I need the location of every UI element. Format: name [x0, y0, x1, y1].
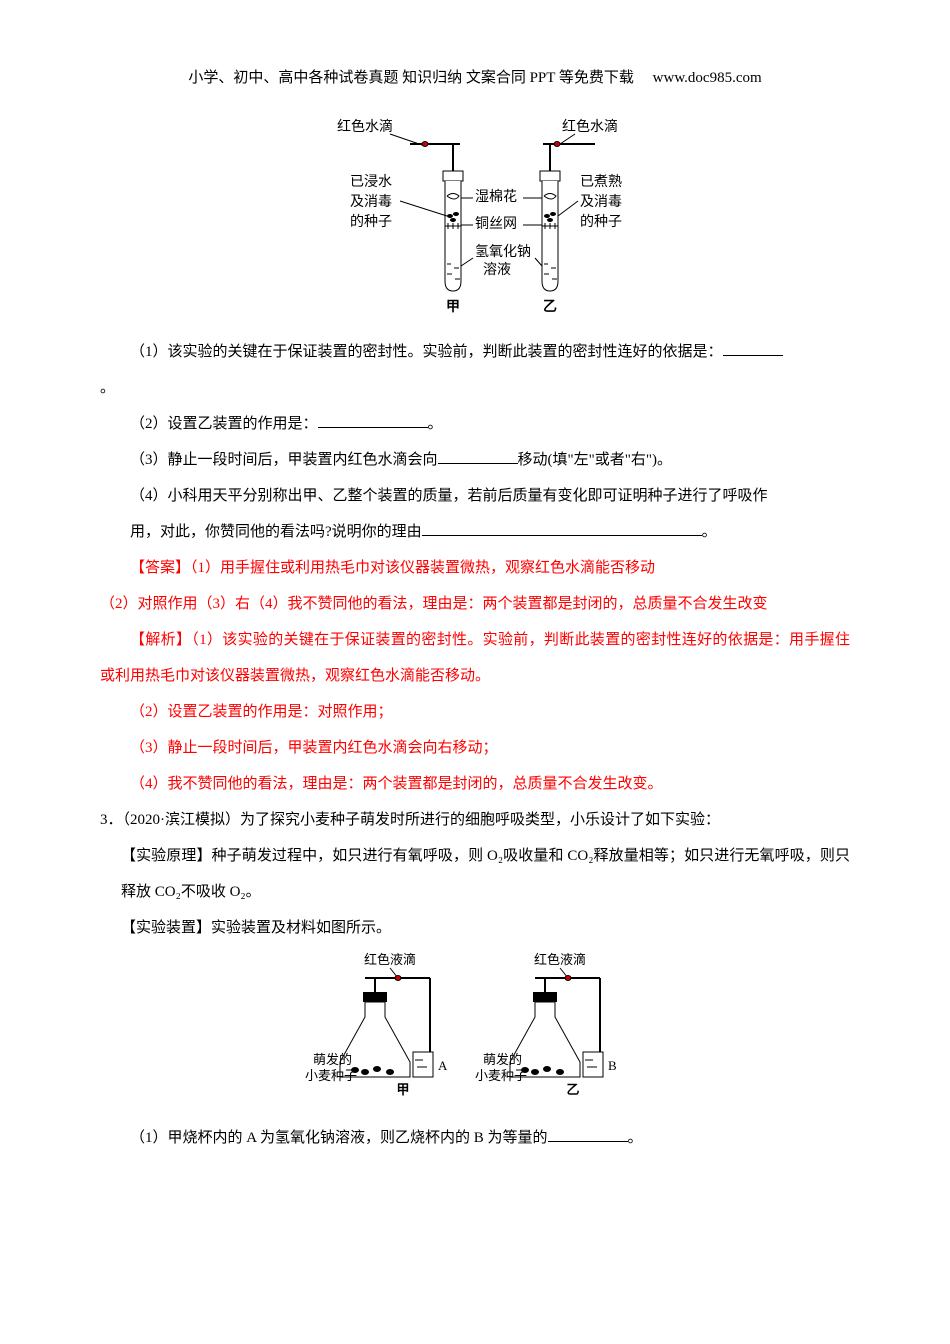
q1-text: （1）该实验的关键在于保证装置的密封性。实验前，判断此装置的密封性连好的依据是： — [130, 344, 723, 360]
fig2-seed-l2: 小麦种子 — [305, 1068, 357, 1083]
question-2: （2）设置乙装置的作用是： 。 — [100, 406, 850, 442]
p3-device-text: 实验装置及材料如图所示。 — [211, 920, 391, 936]
answer-block-1: 【答案】（1）用手握住或利用热毛巾对该仪器装置微热，观察红色水滴能否移动 — [100, 550, 850, 586]
problem-3-principle: 【实验原理】种子萌发过程中，如只进行有氧呼吸，则 O₂吸收量和 CO₂释放量相等… — [100, 838, 850, 910]
explanation-2: （2）设置乙装置的作用是：对照作用； — [100, 694, 850, 730]
q2-text-a: （2）设置乙装置的作用是： — [130, 416, 318, 432]
question-1: （1）该实验的关键在于保证装置的密封性。实验前，判断此装置的密封性连好的依据是： — [100, 334, 850, 370]
blank-q4 — [422, 521, 702, 536]
fig1-right-seed3: 的种子 — [580, 214, 622, 230]
fig2-label-a: 甲 — [396, 1082, 409, 1097]
p3-question-1: （1）甲烧杯内的 A 为氢氧化钠溶液，则乙烧杯内的 B 为等量的 。 — [100, 1120, 850, 1156]
p3-device-label: 【实验装置】 — [121, 920, 211, 936]
problem-3-device: 【实验装置】实验装置及材料如图所示。 — [100, 910, 850, 946]
explanation-4: （4）我不赞同他的看法，理由是：两个装置都是封闭的，总质量不合发生改变。 — [100, 766, 850, 802]
fig1-left-seed3: 的种子 — [350, 214, 392, 230]
explanation-block-1: 【解析】（1）该实验的关键在于保证装置的密封性。实验前，判断此装置的密封性连好的… — [100, 622, 850, 694]
fig1-mid4: 溶液 — [483, 262, 511, 278]
fig1-mid2: 铜丝网 — [475, 216, 517, 232]
explanation-label: 【解析】 — [130, 632, 191, 648]
fig1-left-seed2: 及消毒 — [350, 194, 392, 210]
blank-p3q1 — [548, 1127, 628, 1142]
fig1-label-b: 乙 — [543, 299, 557, 315]
q1-tail: 。 — [100, 370, 850, 406]
blank-q3 — [438, 449, 518, 464]
fig1-label-a: 甲 — [446, 299, 460, 315]
question-4-line2: 用，对此，你赞同他的看法吗?说明你的理由 。 — [100, 514, 850, 550]
page-header: 小学、初中、高中各种试卷真题 知识归纳 文案合同 PPT 等免费下载 www.d… — [100, 60, 850, 96]
fig2-a: A — [438, 1058, 448, 1073]
p3-principle-label: 【实验原理】 — [121, 848, 212, 864]
fig2-drop-l: 红色液滴 — [364, 952, 416, 967]
fig2-drop-r: 红色液滴 — [534, 952, 586, 967]
fig1-left-seed1: 已浸水 — [350, 174, 392, 190]
fig1-right-seed1: 已煮熟 — [580, 174, 622, 190]
answer-1: （1）用手握住或利用热毛巾对该仪器装置微热，观察红色水滴能否移动 — [190, 560, 655, 576]
p3-principle-text: 种子萌发过程中，如只进行有氧呼吸，则 O₂吸收量和 CO₂释放量相等；如只进行无… — [121, 848, 850, 900]
p3-q1-b: 。 — [628, 1130, 643, 1146]
fig2-b: B — [608, 1058, 617, 1073]
fig2-seed-r1: 萌发的 — [483, 1052, 522, 1067]
explanation-1: （1）该实验的关键在于保证装置的密封性。实验前，判断此装置的密封性连好的依据是：… — [100, 632, 850, 684]
answer-block-2: （2）对照作用（3）右（4）我不赞同他的看法，理由是：两个装置都是封闭的，总质量… — [100, 586, 850, 622]
figure-1: 红色水滴 已浸水 及消毒 的种子 湿棉花 铜丝网 — [100, 116, 850, 316]
answer-label: 【答案】 — [130, 560, 190, 576]
q3-text-a: （3）静止一段时间后，甲装置内红色水滴会向 — [130, 452, 438, 468]
question-4-line1: （4）小科用天平分别称出甲、乙整个装置的质量，若前后质量有变化即可证明种子进行了… — [100, 478, 850, 514]
figure-2: 红色液滴 A 萌发的 小麦种子 甲 红色液滴 — [100, 952, 850, 1102]
p3-q1-a: （1）甲烧杯内的 A 为氢氧化钠溶液，则乙烧杯内的 B 为等量的 — [130, 1130, 548, 1146]
q3-text-b: 移动(填"左"或者"右")。 — [518, 452, 672, 468]
fig2-label-b: 乙 — [566, 1082, 579, 1097]
fig1-mid1: 湿棉花 — [475, 188, 517, 205]
fig2-seed-r2: 小麦种子 — [475, 1068, 527, 1083]
blank-q1 — [723, 341, 783, 356]
fig1-right-seed2: 及消毒 — [580, 194, 622, 210]
question-3: （3）静止一段时间后，甲装置内红色水滴会向 移动(填"左"或者"右")。 — [100, 442, 850, 478]
q4-text-b: 用，对此，你赞同他的看法吗?说明你的理由 — [130, 524, 422, 540]
problem-3-heading: 3．（2020·滨江模拟）为了探究小麦种子萌发时所进行的细胞呼吸类型，小乐设计了… — [100, 802, 850, 838]
q4-text-c: 。 — [702, 524, 717, 540]
fig2-seed-l1: 萌发的 — [313, 1052, 352, 1067]
q2-text-b: 。 — [428, 416, 443, 432]
fig1-left-drop-label: 红色水滴 — [337, 118, 393, 135]
explanation-3: （3）静止一段时间后，甲装置内红色水滴会向右移动； — [100, 730, 850, 766]
blank-q2 — [318, 413, 428, 428]
fig1-mid3: 氢氧化钠 — [475, 244, 531, 260]
fig1-right-drop-label: 红色水滴 — [562, 118, 618, 135]
